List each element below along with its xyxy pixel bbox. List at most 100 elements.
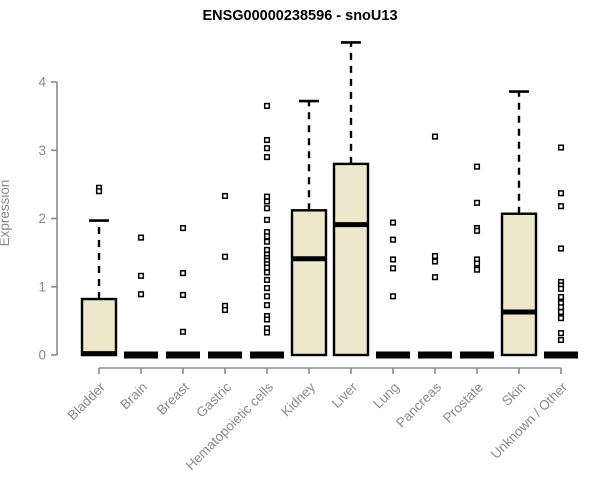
outlier-point — [431, 252, 439, 260]
outlier-point — [473, 163, 481, 170]
boxes-group — [80, 41, 578, 359]
outlier-point — [263, 102, 271, 109]
boxplot-group — [376, 219, 410, 359]
x-tick-label: Breast — [154, 379, 192, 417]
outlier-point — [263, 269, 271, 276]
outlier-point — [137, 234, 145, 241]
outlier-point — [389, 265, 397, 272]
outlier-point — [263, 264, 271, 271]
outlier-point — [137, 272, 145, 279]
x-tick-label: Brain — [117, 380, 150, 413]
x-tick-label: Skin — [499, 380, 528, 409]
outlier-point — [557, 304, 565, 311]
outlier-point — [473, 199, 481, 206]
outlier-point — [95, 188, 103, 195]
x-tick-label: Liver — [329, 379, 361, 411]
outlier-point — [431, 274, 439, 281]
y-tick-label: 0 — [38, 348, 46, 363]
outlier-point — [557, 144, 565, 151]
boxplot-group — [332, 41, 370, 357]
outlier-point — [137, 291, 145, 298]
collapsed-box — [250, 351, 284, 359]
boxplot-group — [166, 225, 200, 359]
outlier-point — [431, 258, 439, 265]
outlier-point — [263, 136, 271, 144]
box-rect — [332, 162, 370, 357]
y-tick-label: 2 — [38, 211, 46, 226]
collapsed-box — [544, 351, 578, 359]
outlier-point — [263, 302, 271, 309]
outlier-point — [263, 238, 271, 245]
outlier-point — [389, 236, 397, 243]
y-tick-label: 4 — [38, 75, 46, 90]
x-tick-label: Lung — [370, 380, 402, 412]
boxplot-group — [250, 102, 284, 359]
outlier-point — [179, 225, 187, 232]
outlier-point — [473, 260, 481, 267]
outlier-point — [557, 308, 565, 316]
outlier-point — [557, 245, 565, 252]
outlier-point — [263, 246, 271, 253]
y-axis-label: Expression — [0, 180, 12, 247]
outlier-point — [221, 306, 229, 314]
boxplot-group — [124, 234, 158, 359]
x-tick-label: Unknown / Other — [488, 379, 571, 462]
outlier-point — [263, 285, 271, 292]
outlier-point — [557, 293, 565, 301]
collapsed-box — [166, 351, 200, 359]
outlier-point — [557, 330, 565, 337]
y-tick-label: 1 — [38, 279, 46, 294]
outlier-point — [263, 198, 271, 205]
x-tick-label: Bladder — [65, 379, 109, 423]
boxplot-group — [208, 192, 242, 359]
outlier-point — [263, 216, 271, 223]
x-tick-label: Pancreas — [393, 379, 444, 430]
outlier-point — [557, 336, 565, 344]
collapsed-box — [418, 351, 452, 359]
outlier-point — [473, 227, 481, 234]
boxplot-group — [290, 99, 328, 357]
collapsed-box — [124, 351, 158, 359]
boxplot-group — [460, 163, 494, 359]
outlier-point — [179, 328, 187, 335]
box-rect — [290, 209, 328, 357]
outlier-point — [557, 315, 565, 322]
outlier-point — [473, 266, 481, 273]
outlier-point — [263, 193, 271, 200]
collapsed-box — [460, 351, 494, 359]
collapsed-box — [208, 351, 242, 359]
outlier-point — [263, 154, 271, 161]
outlier-point — [557, 190, 565, 197]
chart-title: ENSG00000238596 - snoU13 — [202, 8, 397, 24]
boxplot-group — [500, 90, 538, 357]
outlier-point — [221, 253, 229, 260]
outlier-point — [263, 205, 271, 212]
outlier-point — [557, 203, 565, 210]
collapsed-box — [376, 351, 410, 359]
outlier-point — [179, 270, 187, 277]
boxplot-group — [418, 133, 452, 359]
outlier-point — [557, 285, 565, 292]
x-tick-label: Kidney — [278, 379, 318, 419]
outlier-point — [179, 291, 187, 298]
outlier-point — [263, 293, 271, 300]
outlier-point — [389, 256, 397, 263]
x-tick-label: Gastric — [193, 379, 234, 420]
outlier-point — [221, 192, 229, 200]
outlier-point — [431, 133, 439, 140]
y-tick-label: 3 — [38, 143, 46, 158]
outlier-point — [263, 276, 271, 283]
boxplot-group — [544, 144, 578, 359]
outlier-point — [263, 233, 271, 240]
x-tick-label: Prostate — [440, 380, 486, 426]
outlier-point — [263, 329, 271, 336]
box-rect — [500, 212, 538, 357]
box-rect — [80, 297, 118, 357]
outlier-point — [389, 293, 397, 300]
outlier-point — [263, 316, 271, 323]
boxplot-group — [80, 184, 118, 357]
outlier-point — [389, 219, 397, 226]
outlier-point — [263, 145, 271, 152]
